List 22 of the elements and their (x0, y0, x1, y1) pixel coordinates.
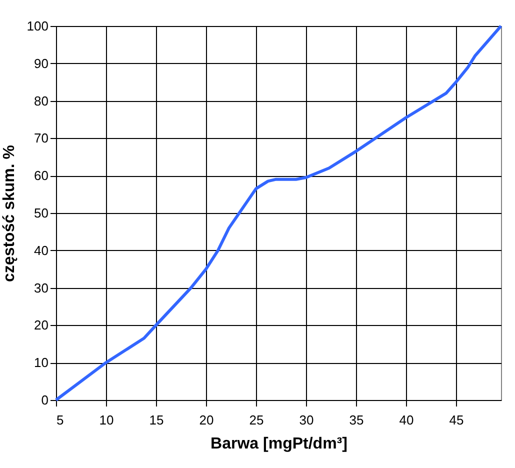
y-tick-label: 50 (34, 206, 48, 220)
x-tick-label: 25 (249, 412, 264, 428)
y-tick-label: 60 (34, 168, 48, 184)
y-tick-label: 0 (41, 392, 48, 408)
y-tick-label: 90 (34, 56, 48, 71)
x-tick-label: 35 (349, 412, 364, 428)
y-tick-label: 10 (34, 355, 48, 370)
x-tick-label: 40 (399, 412, 414, 428)
x-tick-label: 10 (99, 412, 114, 428)
x-tick-label: 30 (299, 412, 314, 428)
y-tick-label: 70 (34, 130, 48, 146)
y-tick-label: 40 (34, 242, 48, 258)
y-axis-title: częstość skum. % (0, 145, 18, 282)
x-tick-label: 45 (449, 412, 464, 428)
y-tick-label: 30 (34, 280, 48, 296)
y-tick-label: 100 (26, 18, 48, 34)
y-tick-label: 80 (34, 93, 48, 108)
x-tick-label: 15 (149, 412, 164, 428)
y-tick-label: 20 (34, 318, 48, 333)
x-tick-label: 5 (56, 412, 64, 428)
x-tick-label: 20 (199, 412, 214, 428)
x-axis-title: Barwa [mgPt/dm³] (210, 436, 348, 452)
